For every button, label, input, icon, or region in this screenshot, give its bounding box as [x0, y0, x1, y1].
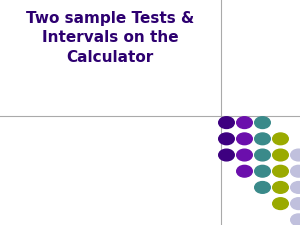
Circle shape	[255, 165, 270, 177]
Circle shape	[291, 165, 300, 177]
Circle shape	[291, 182, 300, 193]
Circle shape	[219, 133, 234, 145]
Circle shape	[237, 165, 252, 177]
Circle shape	[255, 182, 270, 193]
Circle shape	[219, 149, 234, 161]
Circle shape	[273, 133, 288, 145]
Circle shape	[273, 182, 288, 193]
Circle shape	[291, 149, 300, 161]
Circle shape	[273, 198, 288, 209]
Circle shape	[237, 149, 252, 161]
Circle shape	[291, 198, 300, 209]
Circle shape	[237, 117, 252, 128]
Circle shape	[219, 117, 234, 128]
Text: Two sample Tests &
Intervals on the
Calculator: Two sample Tests & Intervals on the Calc…	[26, 11, 194, 65]
Circle shape	[273, 165, 288, 177]
Circle shape	[291, 214, 300, 225]
Circle shape	[237, 133, 252, 145]
Circle shape	[255, 149, 270, 161]
Circle shape	[255, 117, 270, 128]
Circle shape	[255, 133, 270, 145]
Circle shape	[273, 149, 288, 161]
